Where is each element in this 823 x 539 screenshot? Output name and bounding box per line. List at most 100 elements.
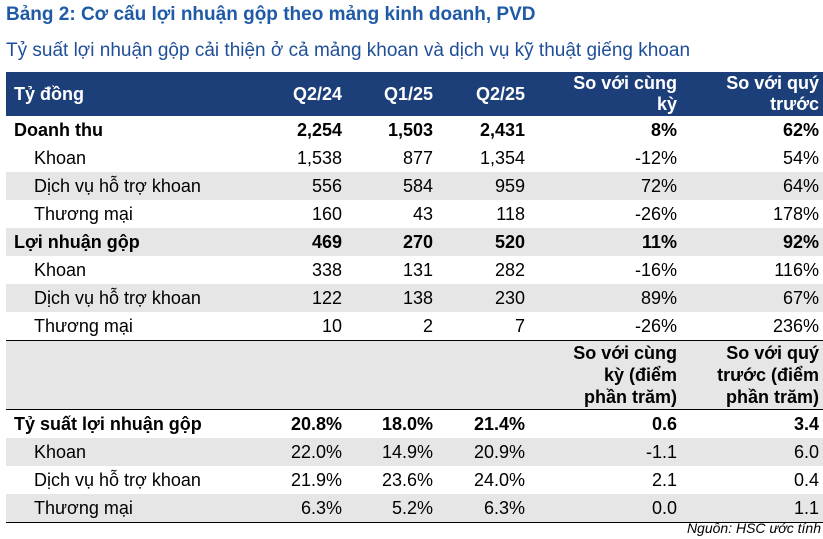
row-q1-25: 2 [422,316,433,336]
row-qoq: 67% [782,288,819,308]
header-unit: Tỷ đồng [14,84,84,104]
row-q2-25: 24.0% [473,470,525,490]
row-q2-25: 7 [514,316,525,336]
row-qoq: 62% [782,120,819,140]
table-row: Thương mại 6.3% 5.2% 6.3% 0.0 1.1 [6,494,823,522]
row-yoy: 11% [641,232,677,252]
row-q1-25: 14.9% [381,442,433,462]
mid-header-qoq-line1: So với quý [726,343,819,363]
row-q2-25: 959 [494,176,525,196]
header-qoq-line2: trước [770,94,819,114]
row-q2-24: 21.9% [290,470,342,490]
row-yoy: -12% [634,148,677,168]
row-qoq: 178% [772,204,819,224]
row-yoy: 2.1 [651,470,677,490]
row-qoq: 1.1 [793,498,819,518]
row-q1-25: 43 [412,204,433,224]
row-qoq: 64% [782,176,819,196]
row-q2-24: 469 [311,232,342,252]
mid-header-yoy: So với cùng kỳ (điểm phần trăm) [573,342,677,408]
row-label: Doanh thu [14,120,103,140]
row-q1-25: 23.6% [381,470,433,490]
header-yoy-line1: So với cùng [573,73,677,93]
row-q2-25: 6.3% [483,498,525,518]
section-divider [6,409,823,410]
row-yoy: -26% [634,316,677,336]
row-q1-25: 131 [402,260,433,280]
row-q2-25: 118 [496,204,525,224]
row-yoy: 0.0 [651,498,677,518]
row-q2-24: 1,538 [296,148,342,168]
margin-section-header: So với cùng kỳ (điểm phần trăm) So với q… [6,341,823,409]
row-q2-24: 122 [311,288,342,308]
header-yoy-line2: kỳ [656,94,677,114]
row-q2-25: 282 [494,260,525,280]
mid-header-qoq-line2: trước (điểm [717,365,819,385]
row-yoy: 89% [640,288,677,308]
row-q2-25: 520 [494,232,525,252]
row-qoq: 0.4 [793,470,819,490]
row-qoq: 3.4 [793,414,819,434]
row-label: Tỷ suất lợi nhuận gộp [14,414,202,434]
table-row: Thương mại 10 2 7 -26% 236% [6,312,823,340]
mid-header-yoy-line3: phần trăm) [583,387,677,407]
header-qoq: So với quý trước [726,73,819,115]
row-qoq: 116% [774,260,819,280]
table-title: Bảng 2: Cơ cấu lợi nhuận gộp theo mảng k… [6,4,536,25]
table-row-revenue: Doanh thu 2,254 1,503 2,431 8% 62% [6,116,823,144]
table-row: Khoan 338 131 282 -16% 116% [6,256,823,284]
row-yoy: -26% [634,204,677,224]
mid-header-qoq-line3: phần trăm) [725,387,819,407]
row-q2-24: 338 [311,260,342,280]
row-q2-24: 10 [321,316,342,336]
row-label: Dịch vụ hỗ trợ khoan [34,288,201,308]
row-q1-25: 270 [402,232,433,252]
table-row: Khoan 22.0% 14.9% 20.9% -1.1 6.0 [6,438,823,466]
row-yoy: 72% [640,176,677,196]
row-q2-24: 22.0% [290,442,342,462]
row-q1-25: 5.2% [391,498,433,518]
row-yoy: -16% [634,260,677,280]
row-q2-24: 6.3% [300,498,342,518]
row-q1-25: 1,503 [387,120,433,140]
table-row-gross-margin: Tỷ suất lợi nhuận gộp 20.8% 18.0% 21.4% … [6,410,823,438]
row-label: Khoan [34,260,87,280]
row-q2-24: 2,254 [296,120,342,140]
table-row: Khoan 1,538 877 1,354 -12% 54% [6,144,823,172]
header-q2-25: Q2/25 [475,84,525,104]
row-label: Dịch vụ hỗ trợ khoan [34,176,201,196]
table-header: Tỷ đồng Q2/24 Q1/25 Q2/25 So với cùng kỳ… [6,72,823,116]
table-row: Dịch vụ hỗ trợ khoan 556 584 959 72% 64% [6,172,823,200]
section-divider [6,340,823,341]
header-yoy: So với cùng kỳ [573,73,677,115]
row-q1-25: 584 [402,176,433,196]
row-label: Lợi nhuận gộp [14,232,140,252]
table-row-gross-profit: Lợi nhuận gộp 469 270 520 11% 92% [6,228,823,256]
table-row: Thương mại 160 43 118 -26% 178% [6,200,823,228]
row-q1-25: 18.0% [381,414,433,434]
row-yoy: 8% [650,120,677,140]
row-label: Khoan [34,442,87,462]
row-qoq: 54% [782,148,819,168]
table-row: Dịch vụ hỗ trợ khoan 21.9% 23.6% 24.0% 2… [6,466,823,494]
row-qoq: 236% [772,316,819,336]
row-q2-24: 160 [311,204,342,224]
row-qoq: 92% [782,232,819,252]
header-qoq-line1: So với quý [726,73,819,93]
row-q2-25: 2,431 [479,120,525,140]
row-q1-25: 877 [402,148,433,168]
row-label: Khoan [34,148,87,168]
row-label: Thương mại [34,204,133,224]
row-label: Thương mại [34,498,133,518]
table-bottom-rule [6,522,823,523]
row-yoy: 0.6 [651,414,677,434]
mid-header-yoy-line1: So với cùng [573,343,677,363]
row-qoq: 6.0 [793,442,819,462]
source-note: Nguồn: HSC ước tính [686,520,821,536]
header-q2-24: Q2/24 [292,84,342,104]
row-q2-25: 1,354 [479,148,525,168]
row-q1-25: 138 [402,288,433,308]
table-row: Dịch vụ hỗ trợ khoan 122 138 230 89% 67% [6,284,823,312]
row-q2-25: 21.4% [473,414,525,434]
row-yoy: -1.1 [645,442,677,462]
